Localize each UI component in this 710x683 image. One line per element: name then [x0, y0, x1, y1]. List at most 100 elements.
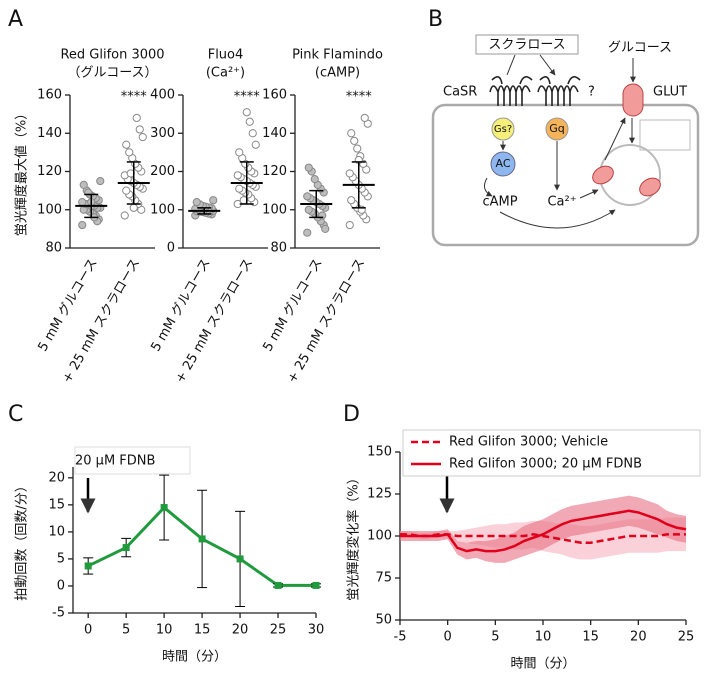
unknown-label: ?	[588, 85, 595, 100]
data-point	[242, 108, 251, 117]
ligand-label: スクラロース	[488, 38, 565, 53]
receptor	[537, 76, 581, 106]
y-tick-label: 200	[150, 164, 175, 179]
data-point	[132, 113, 141, 123]
data-point	[303, 192, 312, 201]
y-tick-label: 400	[150, 88, 175, 103]
data-point	[303, 228, 312, 237]
data-point	[304, 163, 313, 172]
x-axis-label: 時間（分）	[162, 650, 227, 665]
x-tick-label: + 25 mM スクラロース	[285, 256, 369, 386]
data-point	[353, 144, 362, 153]
data-point	[312, 581, 320, 589]
transporter-label: GLUT	[653, 85, 687, 100]
y-tick-label: 120	[262, 164, 287, 179]
data-point	[350, 136, 359, 145]
y-tick-label: 20	[48, 470, 65, 485]
receptor-label: CaSR	[443, 85, 477, 100]
arrow	[604, 117, 626, 161]
data-point	[360, 113, 369, 123]
data-point	[248, 129, 257, 138]
significance: ****	[121, 90, 148, 105]
gs-label: Gs?	[494, 124, 512, 135]
y-tick-label: 150	[367, 445, 392, 460]
chart-title: Red Glifon 3000	[60, 48, 164, 63]
significance: ****	[346, 90, 373, 105]
arrow	[579, 189, 599, 199]
y-tick-label: 160	[262, 88, 287, 103]
ligand-box	[475, 34, 579, 55]
x-tick-label: 0	[84, 623, 92, 638]
sugar-label: グルコース	[608, 41, 672, 56]
data-point	[138, 132, 147, 142]
data-point	[245, 117, 254, 126]
x-tick-label: 15	[582, 630, 599, 645]
chart-subtitle: (cAMP)	[315, 66, 360, 81]
ac	[490, 151, 516, 177]
chart-subtitle: (Ca²⁺)	[206, 66, 245, 81]
data-point	[321, 224, 330, 233]
data-point	[125, 148, 134, 157]
legend-label: Red Glifon 3000; 20 µM FDNB	[449, 457, 642, 472]
gs	[491, 117, 515, 141]
annotation-box	[74, 446, 191, 475]
box	[639, 119, 691, 151]
annotation: 20 µM FDNB	[75, 454, 155, 469]
data-point	[347, 129, 356, 138]
y-tick-label: 125	[367, 487, 392, 502]
y-tick-label: 100	[150, 202, 175, 217]
y-axis-label: 蛍光輝度変化率（%）	[346, 471, 362, 600]
x-tick-label: -5	[394, 630, 407, 645]
data-point	[192, 198, 201, 207]
data-point	[122, 186, 131, 195]
data-point	[233, 171, 242, 180]
x-tick-label: 0	[444, 630, 452, 645]
gq	[545, 117, 569, 141]
data-point	[345, 169, 354, 178]
y-tick-label: 0	[167, 241, 175, 256]
y-tick-label: 15	[48, 497, 65, 512]
x-tick-label: 25	[678, 630, 695, 645]
data-point	[209, 196, 218, 205]
data-point	[96, 176, 105, 186]
arrow	[506, 54, 555, 75]
series-line	[400, 509, 687, 553]
chart-subtitle: （グルコース）	[67, 66, 157, 81]
data-point	[79, 180, 88, 189]
y-tick-label: 0	[57, 578, 65, 593]
glut-vesicle	[639, 177, 661, 197]
data-point	[235, 184, 244, 193]
chart-title: Pink Flamindo	[292, 48, 383, 63]
data-point	[274, 581, 282, 589]
y-tick-label: 140	[37, 126, 62, 141]
panel-letter: B	[428, 7, 443, 32]
glut-vesicle	[592, 165, 614, 185]
x-tick-label: 20	[232, 623, 249, 638]
panel-letter: A	[8, 7, 23, 32]
x-axis-label: 時間（分）	[510, 657, 575, 672]
x-tick-label: + 25 mM スクラロース	[173, 256, 257, 386]
y-tick-label: 140	[262, 126, 287, 141]
data-point	[304, 205, 313, 214]
data-point	[198, 535, 206, 543]
x-tick-label: 5	[491, 630, 499, 645]
data-point	[236, 555, 244, 563]
legend-label: Red Glifon 3000; Vehicle	[449, 435, 608, 450]
data-point	[78, 220, 87, 230]
messenger-label: cAMP	[482, 195, 517, 210]
significance: ****	[234, 90, 261, 105]
panel-letter: C	[8, 402, 23, 427]
diagram: B スクラロース CaSR ? グルコース GLUT Gs? Gq AC cAM…	[428, 7, 700, 247]
y-tick-label: 300	[150, 126, 175, 141]
y-tick-label: 100	[262, 202, 287, 217]
x-tick-label: 5	[122, 623, 130, 638]
data-point	[310, 175, 319, 184]
cell	[431, 103, 700, 247]
y-tick-label: 5	[57, 551, 65, 566]
y-tick-label: 160	[37, 88, 62, 103]
data-point	[235, 148, 244, 157]
panel-letter: D	[343, 402, 360, 427]
x-tick-label: 10	[156, 623, 173, 638]
data-point	[251, 140, 260, 149]
